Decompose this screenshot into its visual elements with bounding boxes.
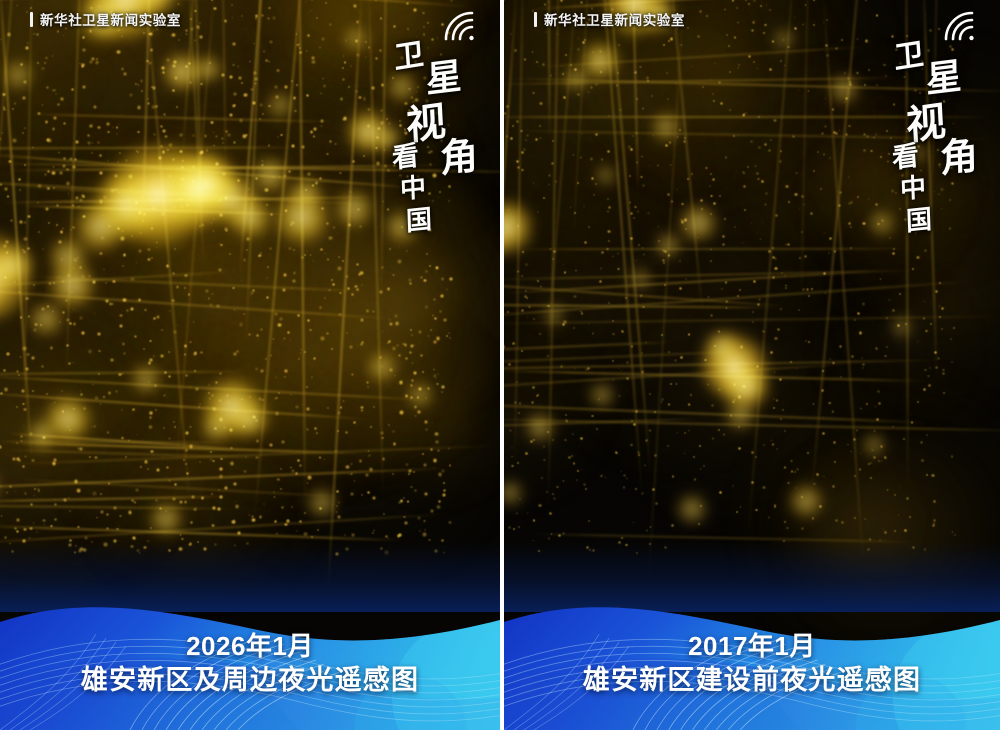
logo-char-2: 星 (925, 54, 963, 102)
byline: 新华社卫星新闻实验室 (534, 9, 685, 29)
image-bottom-fade (0, 542, 500, 612)
caption-date: 2026年1月 (186, 630, 314, 661)
wave-banner (504, 580, 1000, 730)
logo-sub-char-2: 中 (899, 172, 927, 206)
panel-2026: 新华社卫星新闻实验室 卫 星 视 角 看 中 国 (0, 0, 500, 730)
wifi-signal-icon (440, 8, 480, 42)
byline: 新华社卫星新闻实验室 (30, 9, 181, 29)
wave-banner (0, 580, 500, 730)
byline-divider-mark (534, 11, 537, 27)
logo-sub-char-3: 国 (405, 204, 433, 238)
panel-2017: 新华社卫星新闻实验室 卫 星 视 角 看 中 国 (500, 0, 1000, 730)
logo-char-4: 角 (439, 131, 479, 182)
byline-divider-mark (30, 11, 33, 27)
byline-text: 新华社卫星新闻实验室 (40, 13, 181, 28)
caption-date: 2017年1月 (688, 630, 816, 661)
byline-text: 新华社卫星新闻实验室 (544, 13, 685, 28)
caption-title: 雄安新区及周边夜光遥感图 (80, 664, 420, 695)
watermark-logo: 卫 星 视 角 看 中 国 (391, 11, 479, 237)
logo-sub-char-2: 中 (399, 172, 427, 206)
panel-caption-2026: 2026年1月 雄安新区及周边夜光遥感图 (0, 631, 500, 696)
logo-sub-char-1: 看 (891, 140, 920, 175)
caption-title: 雄安新区建设前夜光遥感图 (582, 664, 922, 695)
logo-char-1: 卫 (392, 36, 426, 77)
wifi-signal-icon (940, 8, 980, 42)
image-bottom-fade (504, 542, 1000, 612)
logo-char-1: 卫 (892, 36, 926, 77)
logo-char-4: 角 (939, 131, 979, 182)
logo-sub-char-1: 看 (391, 140, 420, 175)
logo-char-2: 星 (425, 54, 463, 102)
logo-sub-char-3: 国 (905, 204, 933, 238)
panel-caption-2017: 2017年1月 雄安新区建设前夜光遥感图 (504, 631, 1000, 696)
watermark-logo: 卫 星 视 角 看 中 国 (891, 11, 979, 237)
